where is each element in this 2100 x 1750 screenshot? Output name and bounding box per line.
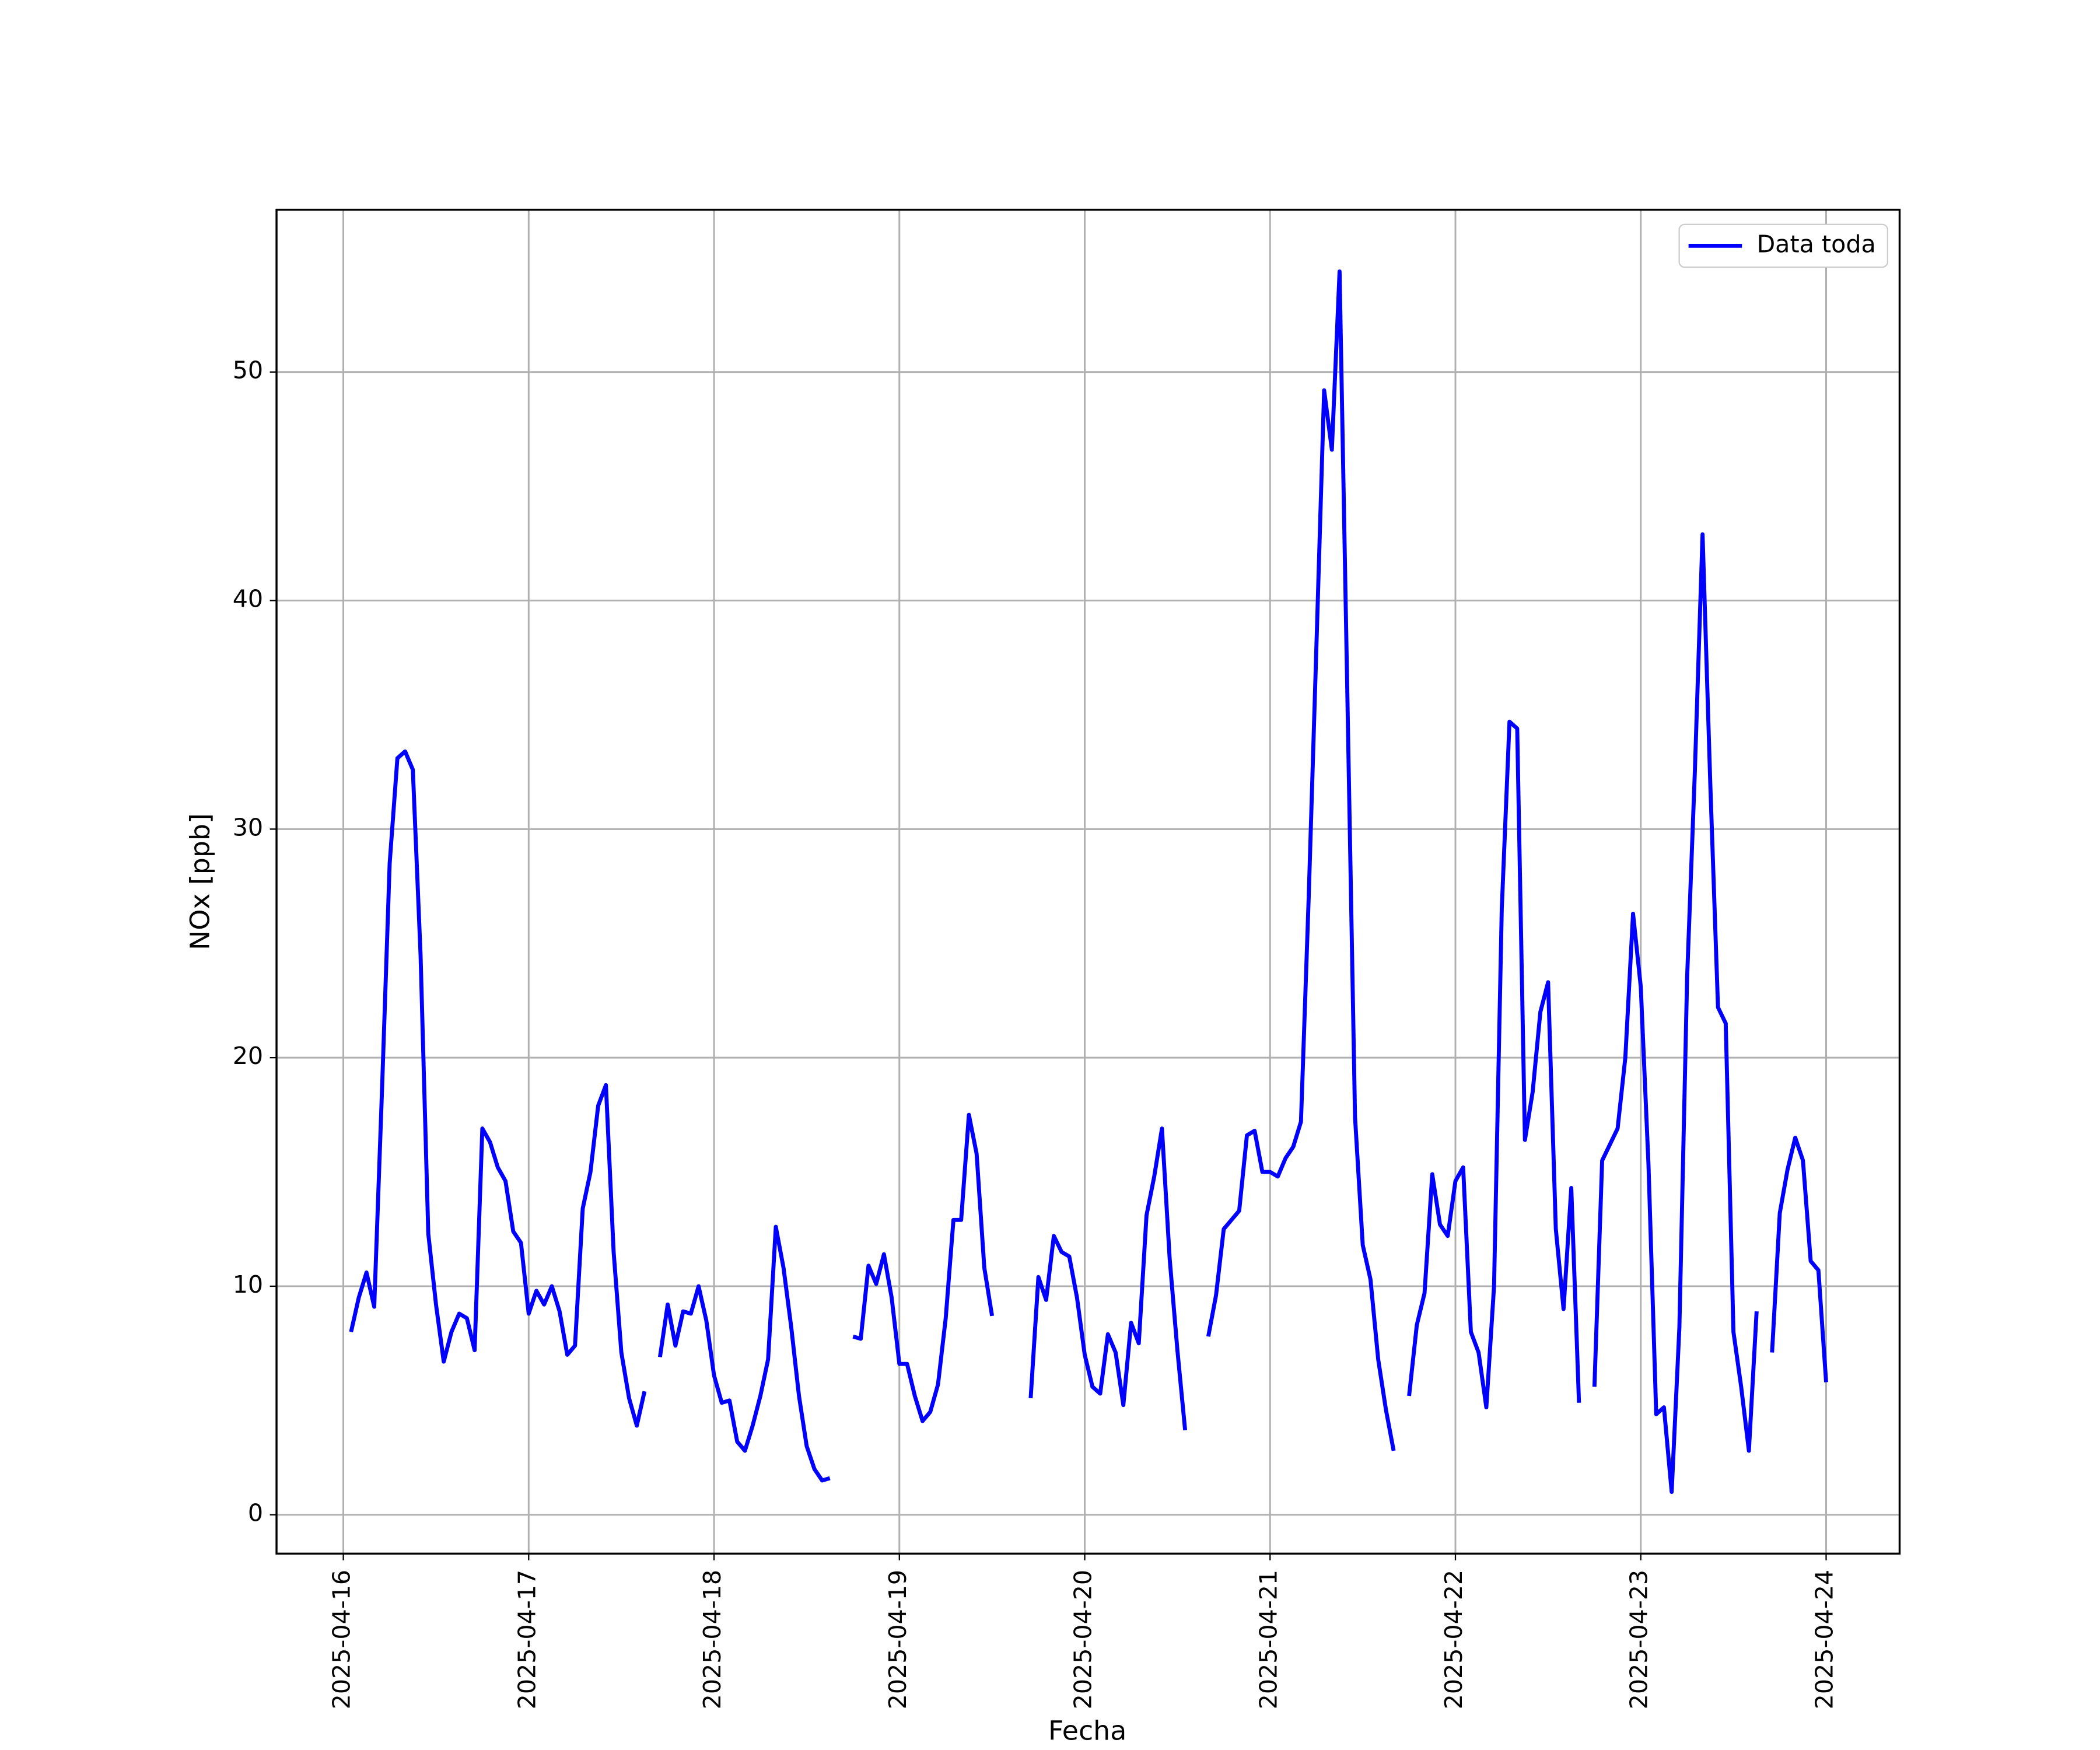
data-line: [1592, 532, 1759, 1494]
x-tick-label: 2025-04-16: [328, 1570, 356, 1710]
y-axis-label: NOx [ppb]: [184, 813, 215, 950]
x-tick-label: 2025-04-20: [1069, 1570, 1097, 1710]
data-line: [1407, 719, 1581, 1410]
y-tick-label: 40: [233, 585, 263, 613]
x-axis-label: Fecha: [1048, 1715, 1126, 1746]
data-line: [1206, 269, 1396, 1451]
legend: Data toda: [1678, 223, 1889, 268]
x-tick-label: 2025-04-22: [1440, 1570, 1468, 1710]
x-tick-label: 2025-04-24: [1810, 1570, 1838, 1710]
y-tick-label: 30: [233, 813, 263, 841]
y-tick-label: 10: [233, 1270, 263, 1298]
x-tick-label: 2025-04-17: [513, 1570, 541, 1710]
legend-box: [1678, 223, 1889, 268]
x-tick-label: 2025-04-21: [1254, 1570, 1282, 1710]
legend-label: Data toda: [1756, 230, 1875, 258]
data-line: [852, 1112, 995, 1423]
x-tick-label: 2025-04-18: [698, 1570, 726, 1710]
y-tick-label: 50: [233, 356, 263, 384]
y-tick-label: 20: [233, 1042, 263, 1070]
plot-frame: [275, 208, 1901, 1555]
y-tick-label: 0: [248, 1499, 263, 1527]
data-line: [1770, 1135, 1828, 1382]
x-tick-label: 2025-04-19: [884, 1570, 912, 1710]
x-tick-label: 2025-04-23: [1625, 1570, 1653, 1710]
data-line: [1028, 1126, 1188, 1431]
data-line: [349, 749, 647, 1428]
data-line: [657, 1224, 831, 1483]
